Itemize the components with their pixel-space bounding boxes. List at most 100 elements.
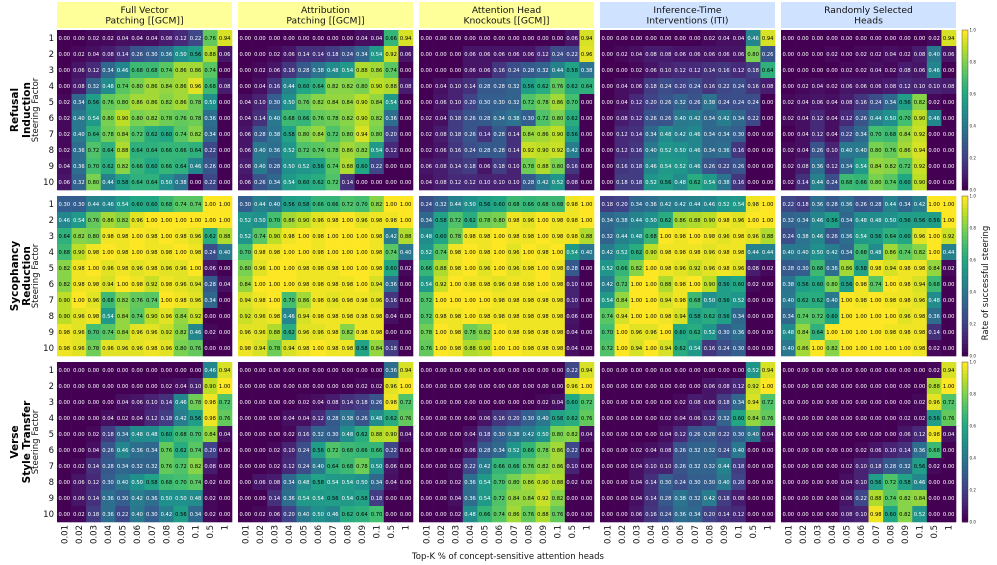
cell-value-label: 0.36 — [385, 282, 397, 288]
heatmap-cell — [57, 78, 72, 95]
cell-value-label: 0.00 — [645, 368, 657, 374]
heatmap-cell — [173, 158, 189, 175]
x-tick-label: 0.09 — [358, 525, 368, 544]
heatmap-cell — [477, 62, 493, 79]
cell-value-label: 0.00 — [783, 512, 795, 518]
cell-value-label: 1.00 — [204, 202, 216, 208]
cell-value-label: 0.28 — [204, 282, 216, 288]
cell-value-label: 0.18 — [450, 116, 462, 122]
cell-value-label: 0.00 — [783, 368, 795, 374]
cell-value-label: 0.00 — [435, 496, 447, 502]
heatmap-cell — [448, 126, 464, 143]
cell-value-label: 0.14 — [718, 512, 730, 518]
cell-value-label: 0.44 — [254, 202, 266, 208]
heatmap-cell — [71, 158, 87, 175]
cell-value-label: 0.98 — [146, 266, 158, 272]
cell-value-label: 0.12 — [733, 384, 745, 390]
cell-value-label: 0.00 — [616, 496, 628, 502]
cell-value-label: 0.12 — [674, 68, 686, 74]
cell-value-label: 0.26 — [855, 202, 867, 208]
cell-value-label: 0.70 — [602, 330, 614, 336]
heatmap-cell — [672, 30, 688, 47]
cell-value-label: 0.00 — [674, 384, 686, 390]
cell-value-label: 0.00 — [219, 132, 231, 138]
heatmap-cell — [419, 78, 434, 95]
colorbar-segment — [962, 82, 968, 87]
cell-value-label: 0.00 — [450, 68, 462, 74]
cell-value-label: 0.82 — [479, 330, 491, 336]
cell-value-label: 0.42 — [385, 234, 397, 240]
heatmap-cell — [883, 174, 898, 191]
heatmap-cell — [600, 110, 615, 127]
cell-value-label: 0.70 — [566, 100, 578, 106]
cell-value-label: 0.02 — [450, 480, 462, 486]
heatmap-cell — [716, 158, 732, 175]
y-tick-label: 1 — [49, 200, 54, 210]
cell-value-label: 0.90 — [269, 234, 281, 240]
cell-value-label: 0.14 — [928, 330, 940, 336]
heatmap-cell — [564, 30, 580, 47]
heatmap-cell — [462, 62, 478, 79]
heatmap-cell — [252, 94, 268, 111]
heatmap-cell — [687, 78, 703, 95]
cell-value-label: 0.72 — [298, 148, 310, 154]
colorbar-tick-label: 0.0 — [970, 187, 977, 192]
cell-value-label: 0.00 — [435, 68, 447, 74]
cell-value-label: 0.44 — [943, 250, 955, 256]
colorbar-segment — [962, 134, 968, 139]
cell-value-label: 0.18 — [733, 464, 745, 470]
x-tick-label: 0.03 — [451, 525, 461, 544]
cell-value-label: 0.02 — [783, 100, 795, 106]
cell-value-label: 0.00 — [254, 416, 266, 422]
heatmap-cell — [824, 46, 840, 63]
cell-value-label: 0.22 — [718, 84, 730, 90]
cell-value-label: 0.06 — [841, 496, 853, 502]
cell-value-label: 0.78 — [102, 132, 114, 138]
cell-value-label: 0.30 — [73, 202, 85, 208]
cell-value-label: 0.36 — [283, 496, 295, 502]
heatmap-cell — [745, 174, 761, 191]
heatmap-cell — [629, 142, 645, 159]
cell-value-label: 0.04 — [631, 480, 643, 486]
heatmap-cell — [629, 94, 645, 111]
cell-value-label: 1.00 — [841, 314, 853, 320]
cell-value-label: 0.24 — [783, 234, 795, 240]
cell-value-label: 0.00 — [797, 416, 809, 422]
heatmap-cell — [267, 110, 283, 127]
cell-value-label: 0.00 — [435, 432, 447, 438]
cell-value-label: 0.16 — [733, 180, 745, 186]
colorbar-segment — [962, 66, 968, 71]
cell-value-label: 0.56 — [899, 100, 911, 106]
heatmap-cell — [86, 228, 102, 245]
cell-value-label: 0.38 — [508, 432, 520, 438]
cell-value-label: 0.00 — [826, 512, 838, 518]
heatmap-cell — [281, 174, 297, 191]
cell-value-label: 1.00 — [269, 266, 281, 272]
cell-value-label: 0.32 — [704, 464, 716, 470]
cell-value-label: 1.00 — [342, 250, 354, 256]
cell-value-label: 0.18 — [870, 464, 882, 470]
cell-value-label: 0.82 — [552, 496, 564, 502]
heatmap-cell — [941, 126, 957, 143]
heatmap-cell — [926, 46, 942, 63]
cell-value-label: 0.14 — [508, 148, 520, 154]
heatmap-cell — [383, 78, 399, 95]
cell-value-label: 0.00 — [421, 36, 433, 42]
cell-value-label: 0.84 — [175, 314, 187, 320]
cell-value-label: 0.96 — [175, 282, 187, 288]
cell-value-label: 0.62 — [312, 180, 324, 186]
cell-value-label: 0.20 — [616, 202, 628, 208]
cell-value-label: 0.92 — [914, 132, 926, 138]
heatmap-cell — [521, 30, 536, 47]
cell-value-label: 0.02 — [631, 68, 643, 74]
cell-value-label: 0.24 — [826, 180, 838, 186]
cell-value-label: 0.98 — [523, 346, 535, 352]
cell-value-label: 0.26 — [689, 432, 701, 438]
heatmap-cell — [383, 30, 399, 47]
cell-value-label: 0.00 — [812, 400, 824, 406]
cell-value-label: 0.00 — [581, 330, 593, 336]
heatmap-cell — [491, 110, 507, 127]
cell-value-label: 0.90 — [371, 84, 383, 90]
heatmap-cell — [71, 62, 87, 79]
